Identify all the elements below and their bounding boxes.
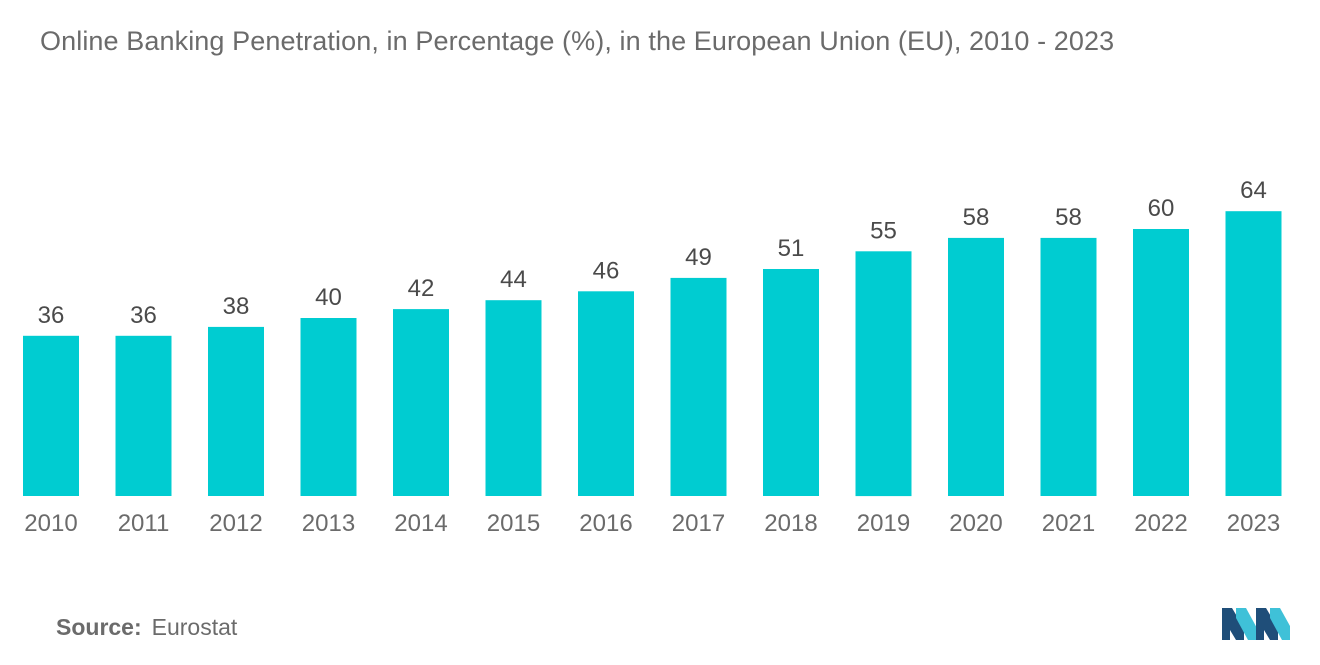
x-tick-label-2014: 2014 <box>394 510 447 537</box>
bar-2018 <box>763 269 819 496</box>
value-label-2022: 60 <box>1148 195 1175 222</box>
source-label: Source: <box>56 614 142 640</box>
bar-2016 <box>578 291 634 496</box>
value-label-2019: 55 <box>870 217 897 244</box>
x-tick-label-2020: 2020 <box>949 510 1002 537</box>
x-tick-label-2011: 2011 <box>118 510 170 537</box>
x-tick-label-2019: 2019 <box>857 510 910 537</box>
bars-group <box>23 211 1282 497</box>
chart-title: Online Banking Penetration, in Percentag… <box>40 26 1115 56</box>
company-logo-icon <box>1222 608 1290 640</box>
value-label-2015: 44 <box>500 266 527 293</box>
value-label-2017: 49 <box>685 244 712 271</box>
value-label-2023: 64 <box>1240 177 1267 204</box>
value-label-2011: 36 <box>130 302 157 329</box>
value-labels-group: 36 36 38 40 42 44 46 49 51 55 58 58 60 64 <box>38 177 1267 329</box>
x-tick-label-2018: 2018 <box>764 510 817 537</box>
bar-2019 <box>855 251 912 497</box>
value-label-2013: 40 <box>315 284 342 311</box>
value-label-2018: 51 <box>778 235 805 262</box>
bar-2020 <box>948 237 1004 496</box>
value-label-2021: 58 <box>1055 204 1082 231</box>
bar-2013 <box>300 318 357 496</box>
x-tick-label-2010: 2010 <box>24 510 77 537</box>
value-label-2016: 46 <box>593 257 620 284</box>
bar-2014 <box>393 309 449 496</box>
x-tick-label-2013: 2013 <box>302 510 355 537</box>
value-label-2020: 58 <box>963 204 990 231</box>
x-tick-label-2017: 2017 <box>672 510 725 537</box>
x-axis-tick-labels: 2010 2011 2012 2013 2014 2015 2016 2017 2018 2019… <box>24 510 1280 537</box>
x-tick-label-2022: 2022 <box>1134 510 1187 537</box>
value-label-2010: 36 <box>38 302 65 329</box>
bar-2021 <box>1040 237 1097 496</box>
value-label-2014: 42 <box>408 275 435 302</box>
bar-2023 <box>1225 211 1282 496</box>
bar-2022 <box>1133 229 1189 496</box>
x-tick-label-2016: 2016 <box>579 510 632 537</box>
x-tick-label-2015: 2015 <box>487 510 540 537</box>
source-value: Eurostat <box>151 614 238 640</box>
x-tick-label-2021: 2021 <box>1042 510 1095 537</box>
bar-2011 <box>115 335 172 496</box>
x-tick-label-2023: 2023 <box>1227 510 1280 537</box>
source-note: Source: Eurostat <box>56 614 237 641</box>
bar-2012 <box>208 326 264 496</box>
value-label-2012: 38 <box>223 293 250 320</box>
x-tick-label-2012: 2012 <box>209 510 262 537</box>
bar-2015 <box>485 300 542 496</box>
bar-2017 <box>670 277 727 496</box>
bar-2010 <box>23 335 79 496</box>
